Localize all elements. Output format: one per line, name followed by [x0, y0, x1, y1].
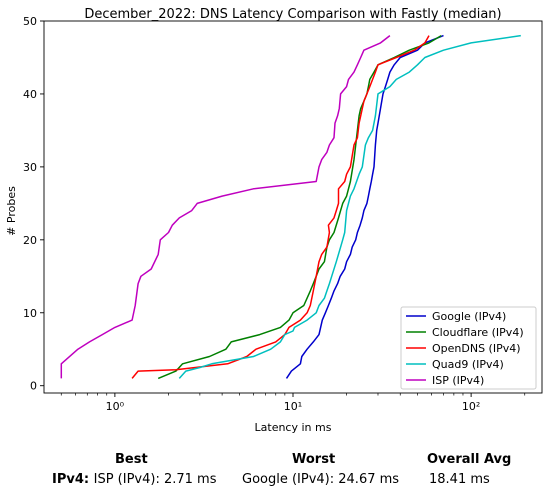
legend-box	[400, 306, 537, 390]
best-value: ISP (IPv4): 2.71 ms	[93, 472, 217, 487]
y-tick-label: 50	[23, 15, 37, 28]
y-tick-label: 20	[23, 234, 37, 247]
legend-entry: ISP (IPv4)	[432, 374, 484, 387]
y-axis-label: # Probes	[5, 186, 18, 236]
worst-value: Google (IPv4): 24.67 ms	[242, 472, 400, 487]
overall-avg-header: Overall Avg	[427, 452, 512, 467]
x-axis: 10⁰ 10¹ 10²	[60, 393, 526, 413]
legend-entry: Cloudflare (IPv4)	[432, 326, 524, 339]
x-axis-label: Latency in ms	[255, 421, 332, 434]
legend: Google (IPv4) Cloudflare (IPv4) OpenDNS (I…	[400, 306, 537, 390]
series-line-opendns-ipv4	[131, 35, 430, 379]
x-tick-label: 10⁰	[106, 400, 125, 413]
legend-entry: Google (IPv4)	[432, 310, 506, 323]
y-tick-label: 40	[23, 88, 37, 101]
chart-title: December_2022: DNS Latency Comparison wi…	[84, 7, 501, 22]
best-header: Best	[115, 452, 148, 467]
x-tick-label: 10²	[462, 400, 480, 413]
summary-row: IPv4: ISP (IPv4): 2.71 ms	[52, 472, 217, 487]
worst-header: Worst	[292, 452, 336, 467]
series-line-google-ipv4	[285, 34, 444, 379]
series-line-isp-ipv4	[60, 35, 391, 379]
latency-chart: December_2022: DNS Latency Comparison wi…	[5, 7, 543, 434]
x-tick-label: 10¹	[284, 400, 302, 413]
y-axis: 0 10 20 30 40 50	[23, 15, 44, 393]
series-line-cloudflare-ipv4	[157, 34, 442, 380]
legend-entry: Quad9 (IPv4)	[432, 358, 504, 371]
y-tick-label: 10	[23, 307, 37, 320]
y-tick-label: 0	[30, 380, 37, 393]
series-lines	[60, 34, 521, 380]
y-tick-label: 30	[23, 161, 37, 174]
summary-panel: Best Worst Overall Avg IPv4: ISP (IPv4):…	[0, 448, 548, 496]
ipv4-row-label: IPv4	[52, 472, 84, 487]
legend-entry: OpenDNS (IPv4)	[432, 342, 521, 355]
overall-avg-value: 18.41 ms	[429, 472, 490, 487]
series-line-quad9-ipv4	[178, 34, 521, 379]
